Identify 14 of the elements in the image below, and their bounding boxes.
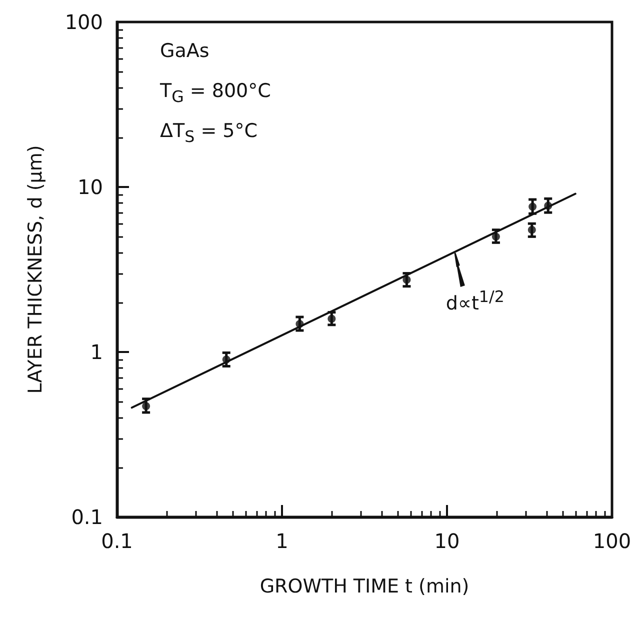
y-tick-label: 1 xyxy=(90,340,103,364)
annotation: d∝t$^{1/2}$ xyxy=(446,287,504,314)
x-tick-label: 10 xyxy=(434,529,460,553)
y-axis-title: LAYER THICKNESS, d (μm) xyxy=(24,145,46,394)
x-axis-title: GROWTH TIME t (min) xyxy=(260,576,470,598)
x-tick-label: 1 xyxy=(276,529,288,553)
y-tick-label: 100 xyxy=(64,10,103,34)
annotation: ΔT$_{S}$ = 5°C xyxy=(160,120,258,146)
x-tick-label: 100 xyxy=(592,529,632,553)
y-tick-label: 10 xyxy=(78,175,103,199)
annotation: GaAs xyxy=(160,40,210,62)
annotation: T$_{G}$ = 800°C xyxy=(160,80,271,106)
x-tick-label: 0.1 xyxy=(101,529,133,553)
y-tick-label: 0.1 xyxy=(71,505,103,529)
